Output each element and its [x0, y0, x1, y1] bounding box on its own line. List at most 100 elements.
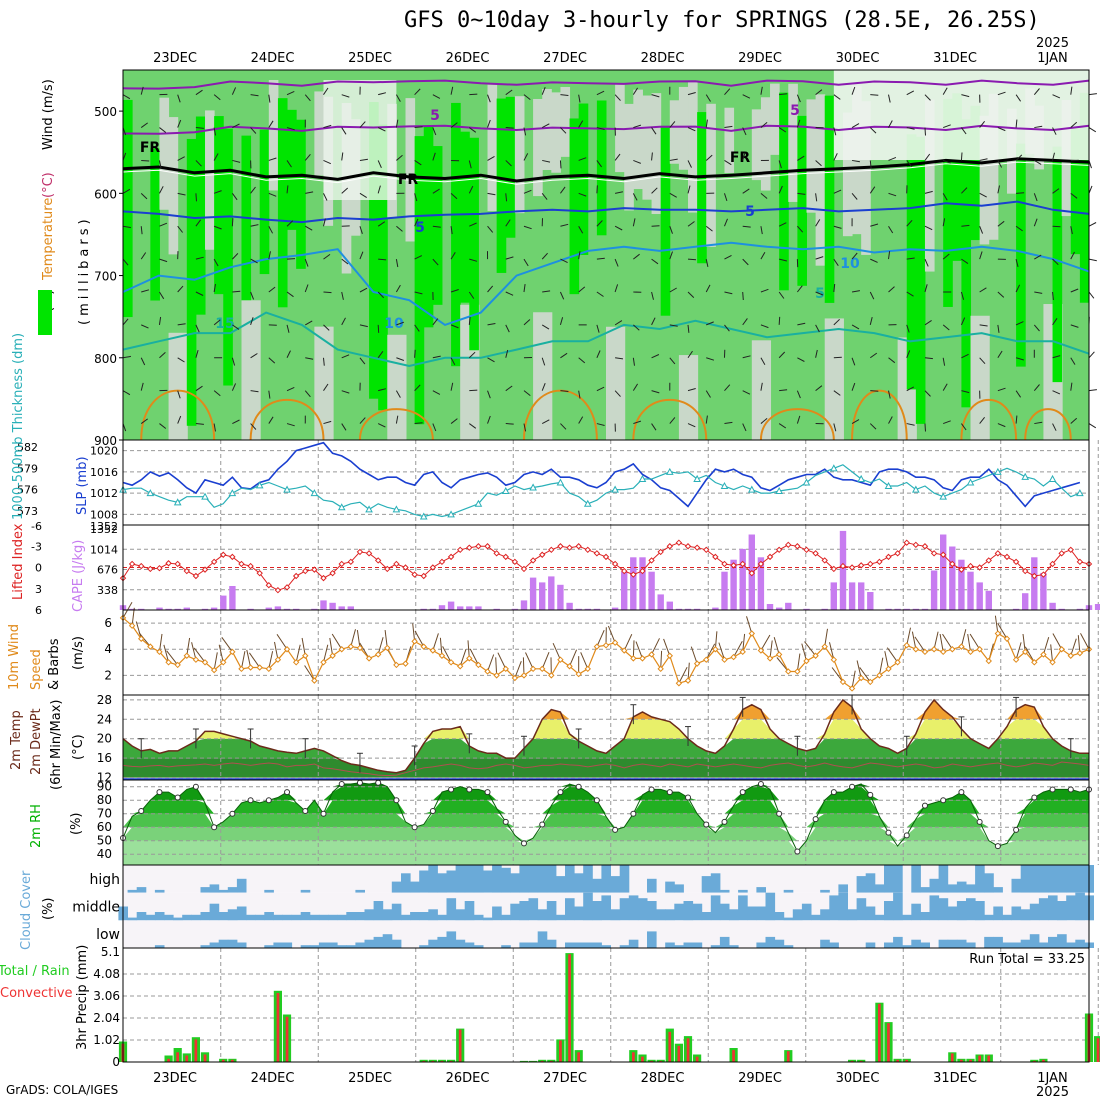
- cloud-bar: [865, 873, 876, 893]
- wind-barb: [943, 159, 951, 164]
- cloud-bar: [738, 895, 748, 921]
- rh-moist-patch: [569, 118, 580, 295]
- wind-barb: [286, 291, 294, 298]
- rh-dry-patch: [405, 98, 416, 242]
- cloud-bar: [328, 914, 338, 921]
- rh-moist-patch: [451, 102, 461, 367]
- lifted-point: [812, 550, 819, 557]
- wind-barb: [833, 153, 838, 161]
- wind-barb: [687, 388, 696, 392]
- wind-barb: [195, 127, 204, 129]
- wind-barb: [742, 633, 746, 652]
- bottom-date-label: 30DEC: [836, 1071, 880, 1086]
- cape-bar: [739, 548, 746, 610]
- rh-moist-patch: [241, 135, 252, 375]
- cloud-bar: [592, 878, 602, 893]
- wind-barb: [943, 124, 951, 129]
- cape-bar: [785, 602, 792, 610]
- cloud-bar: [446, 870, 457, 893]
- lifted-point: [475, 543, 482, 550]
- thickness-point: [255, 481, 264, 489]
- cape-bar: [338, 606, 345, 610]
- wind-barb: [250, 423, 257, 430]
- cloud-bar: [1066, 895, 1076, 921]
- bottom-date-label: 29DEC: [738, 1071, 782, 1086]
- wind-barb: [942, 357, 946, 366]
- wind-barb: [122, 94, 131, 100]
- cloud-bar: [929, 895, 940, 921]
- precip-convective-bar: [577, 1052, 580, 1062]
- wind-barb: [195, 89, 203, 96]
- wind-barb: [1070, 288, 1079, 293]
- wind-barb: [742, 291, 744, 301]
- wind-barb: [378, 388, 387, 392]
- wind-point: [621, 647, 628, 654]
- temp-axis-label: 2m Temp: [9, 710, 24, 770]
- wind-point: [493, 672, 500, 679]
- wind-barb: [1052, 318, 1058, 326]
- cape-bar: [529, 577, 537, 610]
- cape-bar: [611, 607, 619, 610]
- wind-barb: [469, 258, 478, 262]
- wind-barb: [706, 357, 715, 361]
- wind-axis-label: & Barbs: [47, 638, 62, 690]
- cloud-bar: [519, 901, 529, 921]
- wind-barb: [906, 219, 913, 227]
- wind-barb: [851, 382, 856, 391]
- wind-barb: [961, 390, 970, 394]
- lifted-point: [557, 543, 564, 550]
- contour-label: 15: [215, 316, 234, 332]
- cloud-bar: [719, 903, 730, 921]
- wind-point: [466, 655, 473, 662]
- contour-label: 5: [790, 103, 800, 119]
- cape-bar: [821, 608, 828, 610]
- thickness-point: [912, 485, 920, 493]
- wind-barb: [815, 256, 824, 260]
- wind-barb: [331, 633, 343, 650]
- cape-bar: [511, 608, 519, 610]
- cloud-bar: [938, 939, 949, 948]
- wind-barb: [869, 291, 875, 300]
- cloud-bar: [729, 945, 739, 948]
- wind-barb: [1070, 121, 1078, 128]
- wind-point: [475, 661, 482, 669]
- rh-point: [630, 810, 637, 817]
- wind-barb: [724, 160, 732, 166]
- wind-barb: [1088, 291, 1095, 299]
- cape-bar: [1031, 557, 1038, 610]
- wind-barb: [359, 287, 368, 293]
- cloud-bar: [565, 898, 575, 921]
- wind-barb: [714, 631, 718, 650]
- wind-barb: [286, 220, 294, 227]
- cloud-bar: [346, 912, 356, 921]
- wind-barb: [140, 357, 146, 366]
- cape-tick-label: 1014: [90, 543, 118, 556]
- wind-barb: [359, 192, 367, 199]
- cloud-bar: [683, 942, 694, 948]
- wind-point: [885, 665, 892, 673]
- lifted-point: [402, 564, 409, 571]
- wind-barb: [231, 253, 239, 260]
- wind-barb: [578, 251, 581, 260]
- wind-barb: [906, 627, 911, 646]
- wind-barb: [377, 324, 380, 333]
- wind-barb: [304, 390, 311, 398]
- wind-barb: [760, 86, 763, 95]
- rh-moist-patch: [423, 125, 434, 328]
- cloud-bar: [483, 870, 493, 893]
- wind-barb: [505, 349, 509, 358]
- wind-barb: [869, 186, 876, 194]
- precip-convective-bar: [1042, 1059, 1045, 1062]
- wind-barb: [724, 421, 733, 425]
- cape-bar: [293, 608, 300, 610]
- wind-barb: [286, 350, 291, 358]
- lifted-point: [712, 553, 719, 561]
- rh-point: [685, 794, 692, 801]
- cloud-bar: [966, 884, 976, 893]
- wind-point: [821, 643, 828, 650]
- lifted-point: [1012, 558, 1020, 566]
- wind-point: [1040, 651, 1047, 658]
- wind-barb: [439, 637, 443, 656]
- wind-barb: [505, 385, 513, 392]
- temp-unit-ylabel: (°C): [71, 734, 86, 760]
